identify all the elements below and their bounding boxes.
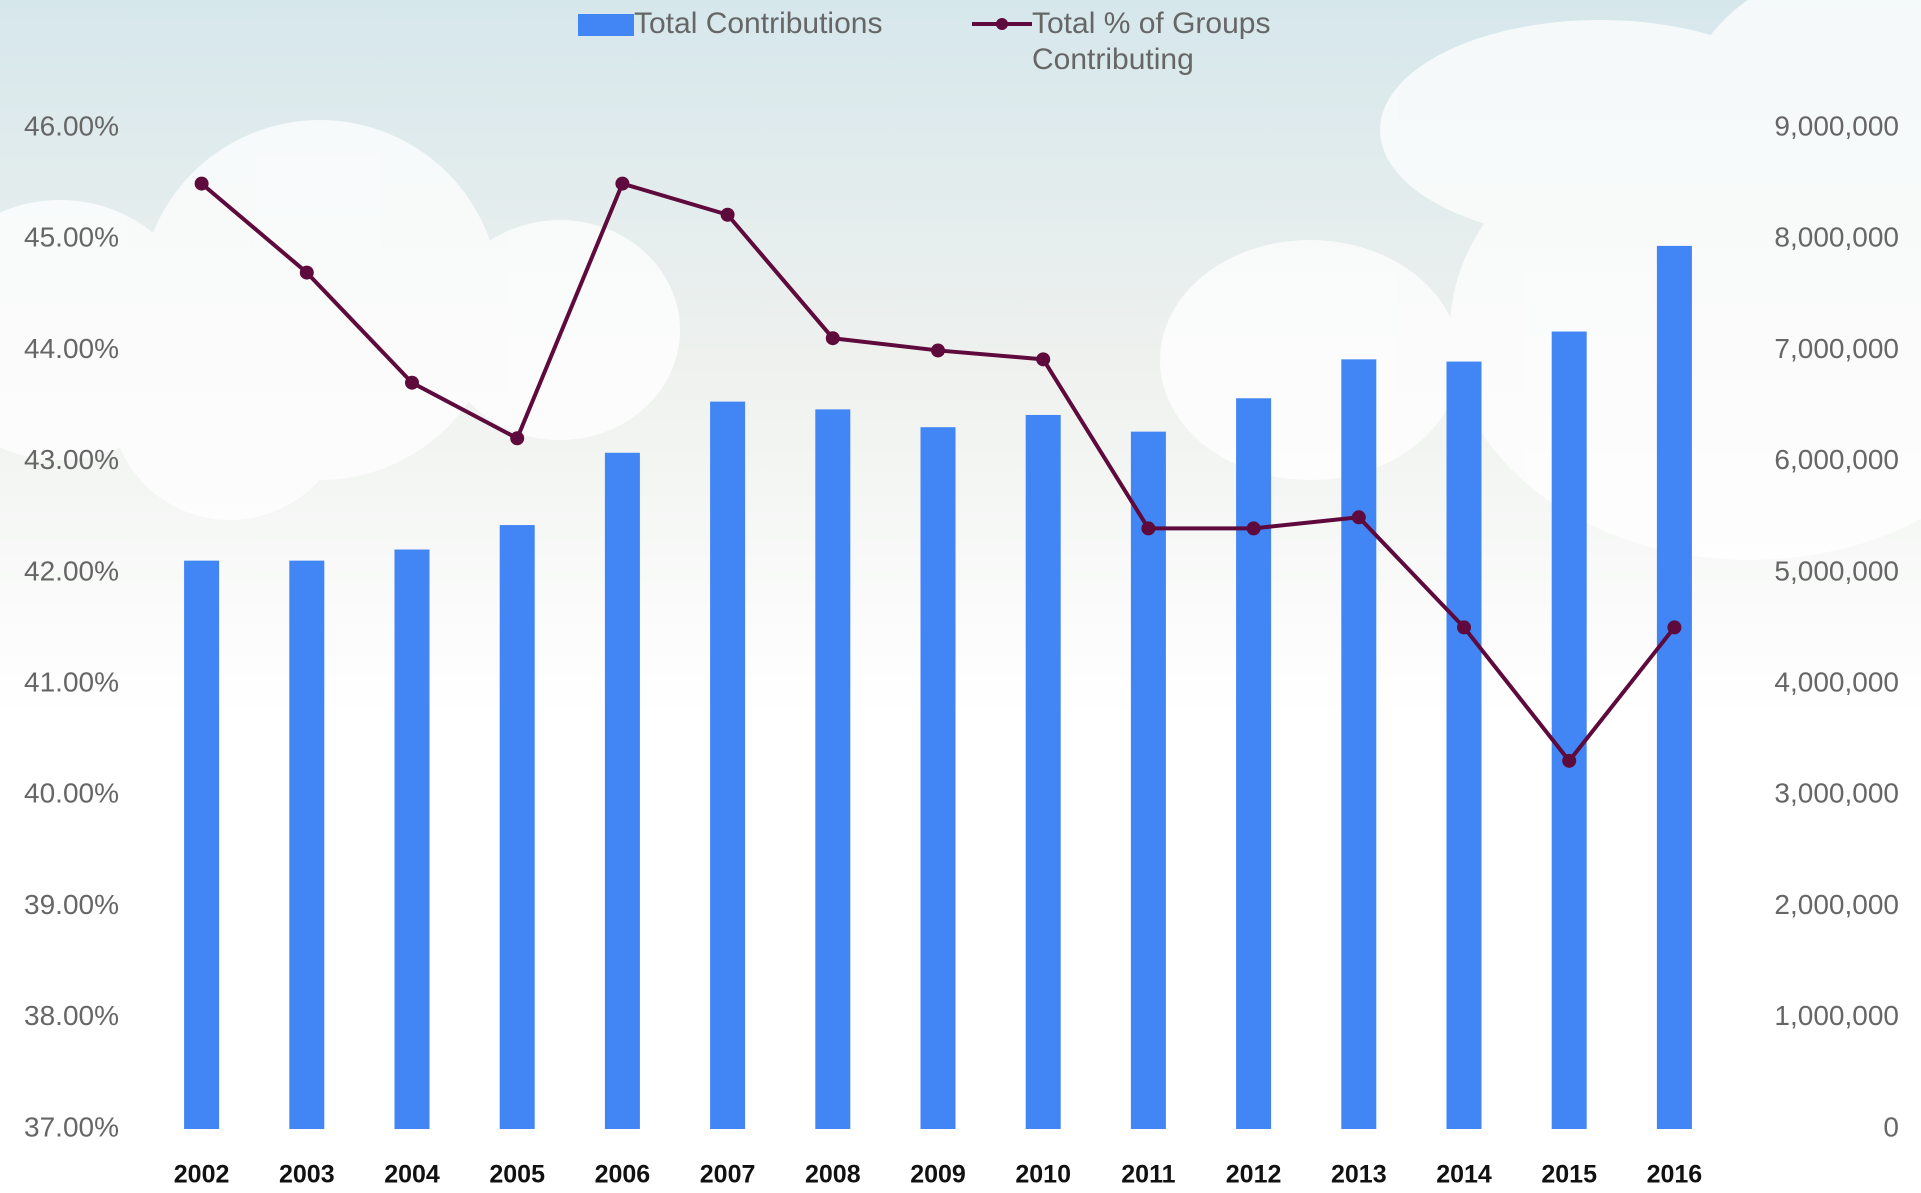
legend-swatch xyxy=(578,6,634,42)
y-tick-label: 45.00% xyxy=(24,222,119,253)
line-point xyxy=(300,266,314,280)
legend-swatch xyxy=(972,6,1032,42)
y2-tick-label: 1,000,000 xyxy=(1774,1000,1899,1031)
line-point xyxy=(1562,754,1576,768)
bar xyxy=(1026,415,1061,1129)
bar xyxy=(1341,359,1376,1129)
x-tick-label: 2012 xyxy=(1226,1161,1282,1189)
line-point xyxy=(1247,521,1261,535)
x-tick-label: 2010 xyxy=(1015,1161,1071,1189)
bar xyxy=(921,427,956,1129)
x-tick-label: 2016 xyxy=(1647,1161,1703,1189)
bar xyxy=(395,550,430,1129)
x-tick-label: 2011 xyxy=(1121,1161,1175,1189)
y2-tick-label: 6,000,000 xyxy=(1774,444,1899,475)
x-tick-label: 2014 xyxy=(1436,1161,1492,1189)
line-point xyxy=(1667,620,1681,634)
line-point xyxy=(1457,620,1471,634)
line-point xyxy=(1036,352,1050,366)
legend-item: Total % of Groups Contributing xyxy=(972,6,1362,78)
chart: 37.00% 38.00% 39.00% 40.00% 41.00% 42.00% 43.0… xyxy=(0,0,1921,1193)
y2-tick-label: 4,000,000 xyxy=(1774,667,1899,698)
bar xyxy=(500,525,535,1129)
line-point xyxy=(1141,521,1155,535)
legend-label: Total % of Groups Contributing xyxy=(1032,6,1362,78)
y2-tick-label: 7,000,000 xyxy=(1774,333,1899,364)
x-tick-label: 2003 xyxy=(279,1161,335,1189)
bar xyxy=(710,402,745,1129)
y-tick-label: 37.00% xyxy=(24,1111,119,1142)
bar xyxy=(605,453,640,1129)
y-tick-label: 46.00% xyxy=(24,110,119,141)
bar xyxy=(1552,332,1587,1129)
clouds xyxy=(0,0,1921,560)
y2-tick-label: 8,000,000 xyxy=(1774,222,1899,253)
page: 37.00% 38.00% 39.00% 40.00% 41.00% 42.00% 43.0… xyxy=(0,0,1921,1193)
bar xyxy=(1657,246,1692,1129)
x-tick-label: 2013 xyxy=(1331,1161,1387,1189)
y-tick-label: 42.00% xyxy=(24,555,119,586)
line-point xyxy=(510,431,524,445)
y-tick-label: 43.00% xyxy=(24,444,119,475)
line-point xyxy=(931,343,945,357)
y-tick-label: 38.00% xyxy=(24,1000,119,1031)
y2-tick-label: 0 xyxy=(1883,1111,1899,1142)
x-tick-label: 2004 xyxy=(384,1161,440,1189)
bar xyxy=(1447,362,1482,1129)
x-tick-label: 2007 xyxy=(700,1161,756,1189)
line-point xyxy=(721,208,735,222)
x-tick-label: 2005 xyxy=(489,1161,545,1189)
bar xyxy=(289,561,324,1129)
legend-label: Total Contributions xyxy=(634,6,882,42)
y-tick-label: 39.00% xyxy=(24,889,119,920)
x-tick-label: 2008 xyxy=(805,1161,861,1189)
x-tick-label: 2002 xyxy=(174,1161,230,1189)
y2-tick-label: 5,000,000 xyxy=(1774,555,1899,586)
bar xyxy=(815,409,850,1129)
line-point xyxy=(615,177,629,191)
y2-tick-label: 9,000,000 xyxy=(1774,110,1899,141)
x-tick-label: 2009 xyxy=(910,1161,966,1189)
y-tick-label: 41.00% xyxy=(24,667,119,698)
y-tick-label: 44.00% xyxy=(24,333,119,364)
x-tick-label: 2006 xyxy=(595,1161,651,1189)
x-tick-label: 2015 xyxy=(1541,1161,1597,1189)
legend-item: Total Contributions xyxy=(578,6,882,42)
line-point xyxy=(405,376,419,390)
line-point xyxy=(195,177,209,191)
bar xyxy=(184,561,219,1129)
y-tick-label: 40.00% xyxy=(24,778,119,809)
y2-tick-label: 2,000,000 xyxy=(1774,889,1899,920)
y2-tick-label: 3,000,000 xyxy=(1774,778,1899,809)
bar xyxy=(1131,432,1166,1129)
line-point xyxy=(826,331,840,345)
bar xyxy=(1236,398,1271,1129)
line-point xyxy=(1352,510,1366,524)
